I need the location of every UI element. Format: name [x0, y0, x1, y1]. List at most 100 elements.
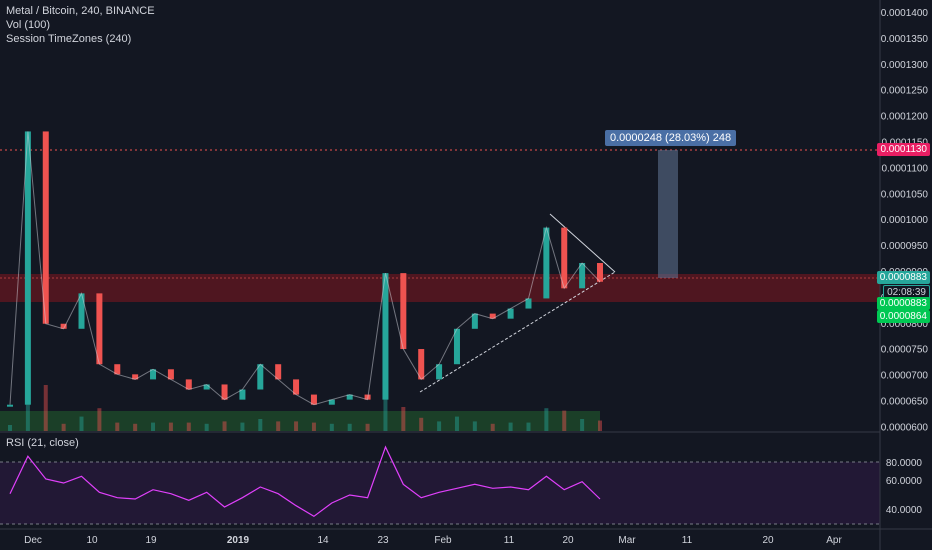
price-candle [167, 369, 174, 380]
price-candle [7, 404, 13, 407]
price-tick-label: 0.0000650 [881, 397, 929, 408]
time-tick-label: Mar [618, 535, 636, 546]
volume-bar [43, 385, 48, 431]
rsi-axis: 80.0000 60.0000 40.0000 [886, 458, 923, 516]
price-candle [24, 131, 31, 405]
price-candle [239, 389, 246, 400]
price-candle [507, 308, 514, 319]
price-candle [418, 349, 425, 380]
rsi-series [9, 445, 601, 518]
price-candle [132, 374, 139, 380]
price-candle [561, 227, 568, 289]
volume-zone [0, 411, 600, 431]
target-price-badge: 0.0001130 [877, 143, 930, 156]
measure-box [658, 150, 678, 278]
price-candle [42, 131, 49, 324]
volume-bar [526, 422, 531, 431]
resistance-zone [0, 274, 880, 302]
price-candle [275, 364, 282, 380]
price-axis: 0.0001400 0.0001350 0.0001300 0.0001250 0.00… [881, 8, 929, 433]
volume-bar [25, 385, 30, 431]
price-tick-label: 0.0001350 [881, 34, 929, 45]
time-tick-label: Apr [826, 535, 842, 546]
legend-volume[interactable]: Vol (100) [6, 19, 51, 31]
current-price-badge: 0.0000883 [876, 271, 930, 284]
price-tick-label: 0.0000800 [881, 319, 929, 330]
time-axis: Dec 10 19 2019 14 23 Feb 11 20 Mar 11 20 Apr [24, 535, 842, 546]
price-candle [597, 263, 603, 282]
volume-bar [401, 407, 406, 431]
price-candle [310, 394, 317, 405]
volume-bar [115, 422, 120, 431]
price-candle [185, 379, 192, 390]
legend-symbol[interactable]: Metal / Bitcoin, 240, BINANCE [6, 5, 155, 17]
time-tick-label: 14 [317, 535, 329, 546]
volume-bar [222, 421, 227, 431]
volume-bar [383, 395, 388, 431]
legend-rsi[interactable]: RSI (21, close) [6, 437, 79, 449]
price-candle [114, 364, 121, 375]
price-candle [579, 263, 586, 289]
price-line [9, 131, 601, 406]
time-tick-label: 19 [145, 535, 157, 546]
rsi-tick-label: 80.0000 [886, 458, 923, 469]
volume-bar [329, 423, 334, 431]
legend-sessions[interactable]: Session TimeZones (240) [6, 33, 132, 45]
price-candle [489, 313, 496, 319]
volume-bar [365, 423, 370, 431]
price-candle [96, 293, 103, 365]
rsi-line [9, 445, 601, 518]
volume-bar [598, 420, 602, 431]
volume-bars [8, 385, 602, 431]
volume-bar [168, 422, 173, 431]
price-candle [60, 323, 67, 329]
support-price-badge: 0.0000864 [876, 310, 930, 323]
volume-bar [347, 423, 352, 431]
triangle-lower-trendline [419, 271, 616, 393]
time-tick-label: 20 [762, 535, 774, 546]
price-candle [150, 369, 157, 380]
bid-price-badge: 0.0000883 [876, 297, 930, 310]
volume-bar [97, 408, 102, 431]
price-tick-label: 0.0001300 [881, 60, 929, 71]
price-candle [346, 394, 353, 400]
measure-label: 0.0000248 (28.03%) 248 [605, 130, 737, 146]
price-candle [525, 298, 532, 309]
price-tick-label: 0.0000700 [881, 371, 929, 382]
price-candle [436, 364, 443, 380]
price-tick-label: 0.0000600 [881, 422, 929, 433]
volume-bar [544, 408, 549, 431]
volume-bar [508, 422, 513, 431]
time-tick-label: 11 [682, 535, 693, 546]
rsi-band [0, 462, 880, 524]
rsi-tick-label: 40.0000 [886, 505, 923, 516]
volume-bar [79, 416, 84, 431]
volume-bar [61, 423, 66, 431]
time-tick-label: 2019 [227, 535, 250, 546]
volume-bar [311, 422, 316, 431]
price-candle [78, 293, 85, 329]
price-candle [453, 328, 460, 365]
volume-bar [294, 421, 299, 431]
volume-bar [276, 421, 281, 431]
price-series [7, 131, 603, 407]
price-tick-label: 0.0000750 [881, 345, 929, 356]
price-candle [471, 313, 478, 329]
volume-bar [472, 421, 477, 431]
volume-bar [490, 423, 495, 431]
volume-bar [419, 417, 424, 431]
rsi-tick-label: 60.0000 [886, 476, 923, 487]
time-tick-label: Dec [24, 535, 42, 546]
price-tick-label: 0.0000950 [881, 241, 929, 252]
price-candle [221, 384, 228, 400]
price-candle [203, 384, 210, 390]
volume-bar [258, 419, 263, 431]
price-tick-label: 0.0001050 [881, 189, 929, 200]
price-tick-label: 0.0001000 [881, 215, 929, 226]
price-tick-label: 0.0001100 [881, 163, 928, 174]
price-candle [400, 273, 407, 350]
volume-bar [240, 422, 245, 431]
volume-bar [133, 423, 138, 431]
volume-bar [580, 419, 585, 431]
